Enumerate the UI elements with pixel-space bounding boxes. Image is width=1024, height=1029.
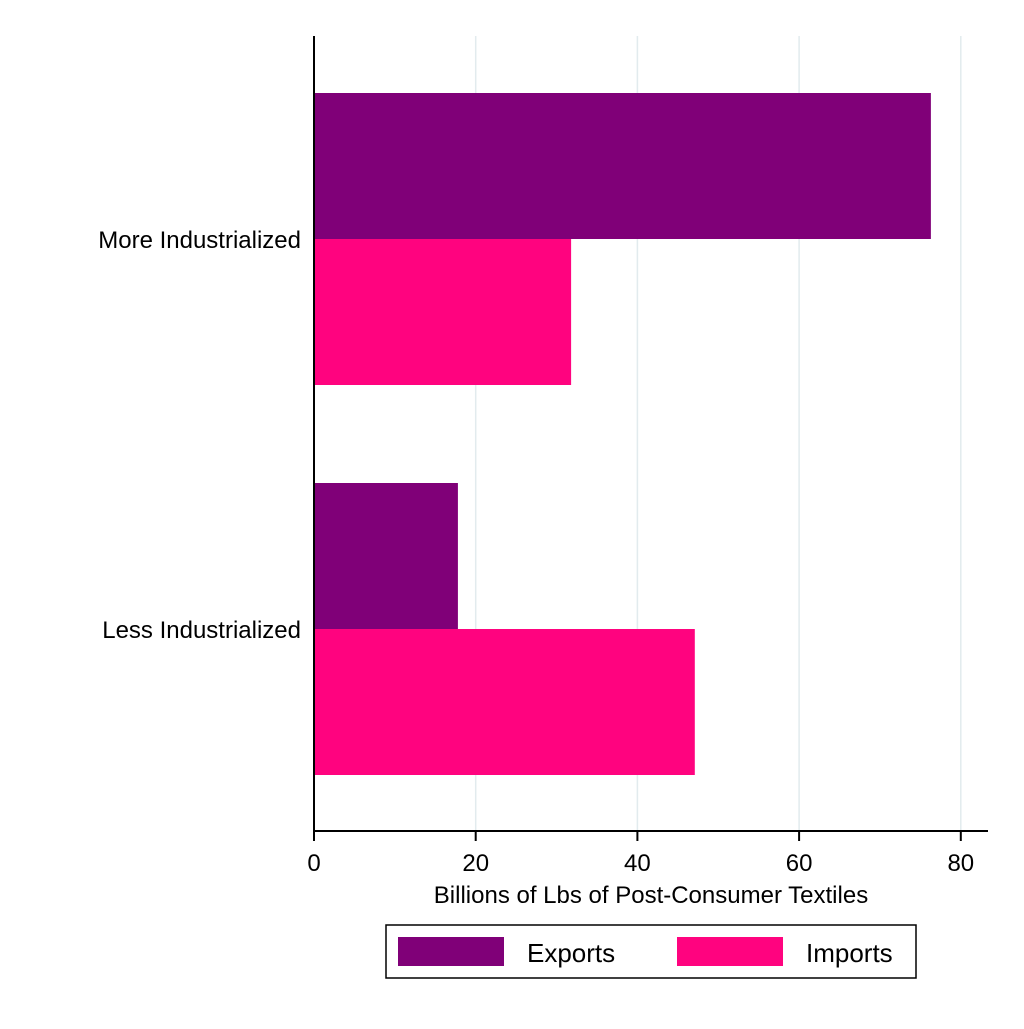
bar-imports-less-industrialized	[314, 629, 695, 775]
x-axis-title: Billions of Lbs of Post-Consumer Textile…	[434, 882, 868, 909]
legend-label-exports: Exports	[527, 938, 615, 968]
bars	[314, 93, 931, 775]
x-tick-label-0: 0	[307, 850, 320, 877]
x-tick-label-80: 80	[947, 850, 974, 877]
legend-swatch-imports	[677, 937, 783, 966]
x-tick-label-20: 20	[462, 850, 489, 877]
bar-imports-more-industrialized	[314, 239, 572, 385]
bar-exports-less-industrialized	[314, 483, 458, 629]
x-tick-label-40: 40	[624, 850, 651, 877]
category-label-less-industrialized: Less Industrialized	[102, 617, 301, 644]
y-axis-categories: More Industrialized Less Industrialized	[98, 227, 301, 644]
category-label-more-industrialized: More Industrialized	[98, 227, 301, 254]
bar-exports-more-industrialized	[314, 93, 931, 239]
axes	[313, 36, 988, 832]
legend-swatch-exports	[398, 937, 504, 966]
legend: Exports Imports	[385, 924, 917, 979]
x-tick-label-60: 60	[786, 850, 813, 877]
x-axis-ticks: 0 20 40 60 80	[307, 831, 974, 877]
legend-label-imports: Imports	[806, 938, 893, 968]
